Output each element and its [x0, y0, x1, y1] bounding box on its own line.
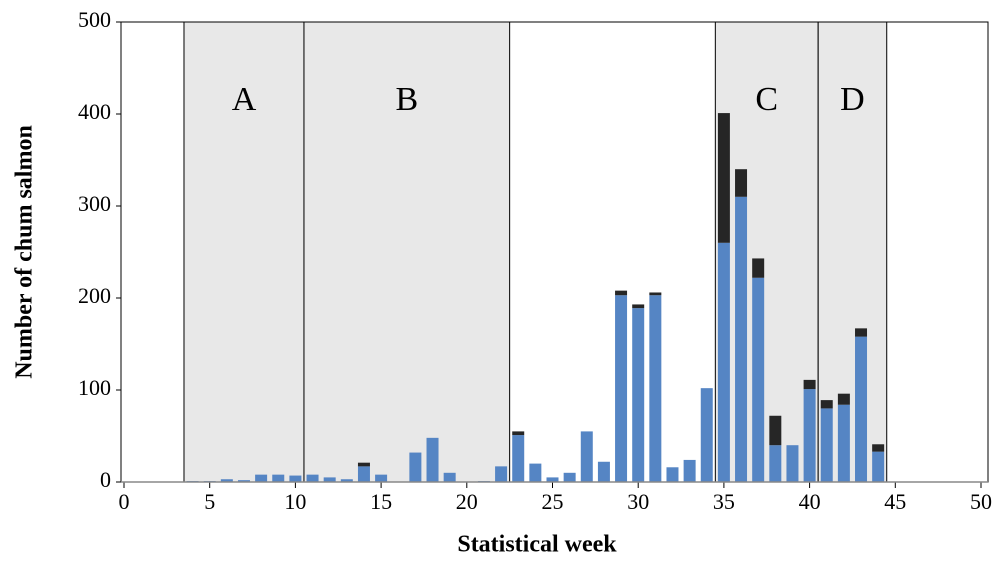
x-tick-label: 25: [542, 489, 564, 514]
bar-segment: [872, 444, 885, 452]
bar-segment: [340, 479, 353, 482]
bar-segment: [220, 479, 233, 482]
y-tick-label: 100: [78, 375, 111, 400]
bar-segment: [529, 463, 542, 482]
bar-segment: [855, 336, 868, 482]
bar-segment: [306, 474, 319, 482]
bar-segment: [803, 389, 816, 482]
x-tick-label: 5: [204, 489, 215, 514]
bar-segment: [255, 474, 268, 482]
bar-segment: [769, 445, 782, 482]
region-label: D: [840, 81, 865, 118]
bar-segment: [872, 451, 885, 482]
bar-segment: [717, 113, 730, 243]
bar-segment: [357, 462, 370, 467]
bar-segment: [700, 388, 713, 482]
bar-segment: [563, 472, 576, 482]
region: [303, 21, 511, 483]
bar-segment: [272, 474, 285, 482]
y-tick-label: 0: [100, 467, 111, 492]
bar-segment: [289, 475, 302, 482]
x-tick-label: 20: [456, 489, 478, 514]
bar-segment: [820, 408, 833, 482]
y-tick-label: 200: [78, 283, 111, 308]
bar-segment: [683, 459, 696, 482]
bar-segment: [735, 169, 748, 197]
region-label: B: [395, 81, 418, 118]
region-label: C: [755, 81, 778, 118]
bar-segment: [409, 452, 422, 482]
x-tick-label: 40: [799, 489, 821, 514]
bar-segment: [237, 480, 250, 482]
bar-segment: [752, 277, 765, 482]
bar-segment: [786, 445, 799, 482]
bar-segment: [512, 431, 525, 436]
bar-segment: [512, 435, 525, 482]
x-tick-label: 0: [119, 489, 130, 514]
bar-segment: [837, 393, 850, 405]
bar-segment: [357, 466, 370, 482]
x-tick-label: 10: [284, 489, 306, 514]
bar-segment: [597, 461, 610, 482]
bar-segment: [580, 431, 593, 482]
y-tick-label: 400: [78, 99, 111, 124]
bar-segment: [803, 379, 816, 390]
bar-segment: [632, 304, 645, 309]
bar-segment: [717, 242, 730, 482]
bar-segment: [752, 258, 765, 278]
bar-segment: [495, 466, 508, 482]
x-tick-label: 15: [370, 489, 392, 514]
y-tick-label: 300: [78, 191, 111, 216]
x-axis-label: Statistical week: [457, 532, 617, 558]
bar-segment: [735, 196, 748, 483]
bar-segment: [323, 477, 336, 482]
x-tick-label: 30: [627, 489, 649, 514]
bar-segment: [820, 400, 833, 409]
bar-segment: [649, 295, 662, 482]
bar-segment: [837, 404, 850, 482]
bar-segment: [632, 308, 645, 482]
y-tick-label: 500: [78, 7, 111, 32]
bar-segment: [615, 295, 628, 482]
bar-segment: [666, 467, 679, 482]
x-tick-label: 50: [970, 489, 992, 514]
bar-segment: [649, 292, 662, 296]
bar-segment: [769, 415, 782, 446]
bar-segment: [546, 477, 559, 482]
bar-segment: [855, 328, 868, 337]
bar-segment: [615, 290, 628, 296]
y-axis-label: Number of chum salmon: [12, 125, 38, 379]
x-tick-label: 45: [884, 489, 906, 514]
bar-segment: [426, 437, 439, 482]
bar-segment: [443, 472, 456, 482]
bar-segment: [375, 474, 388, 482]
region-label: A: [232, 81, 257, 118]
region: [183, 21, 305, 483]
x-tick-label: 35: [713, 489, 735, 514]
